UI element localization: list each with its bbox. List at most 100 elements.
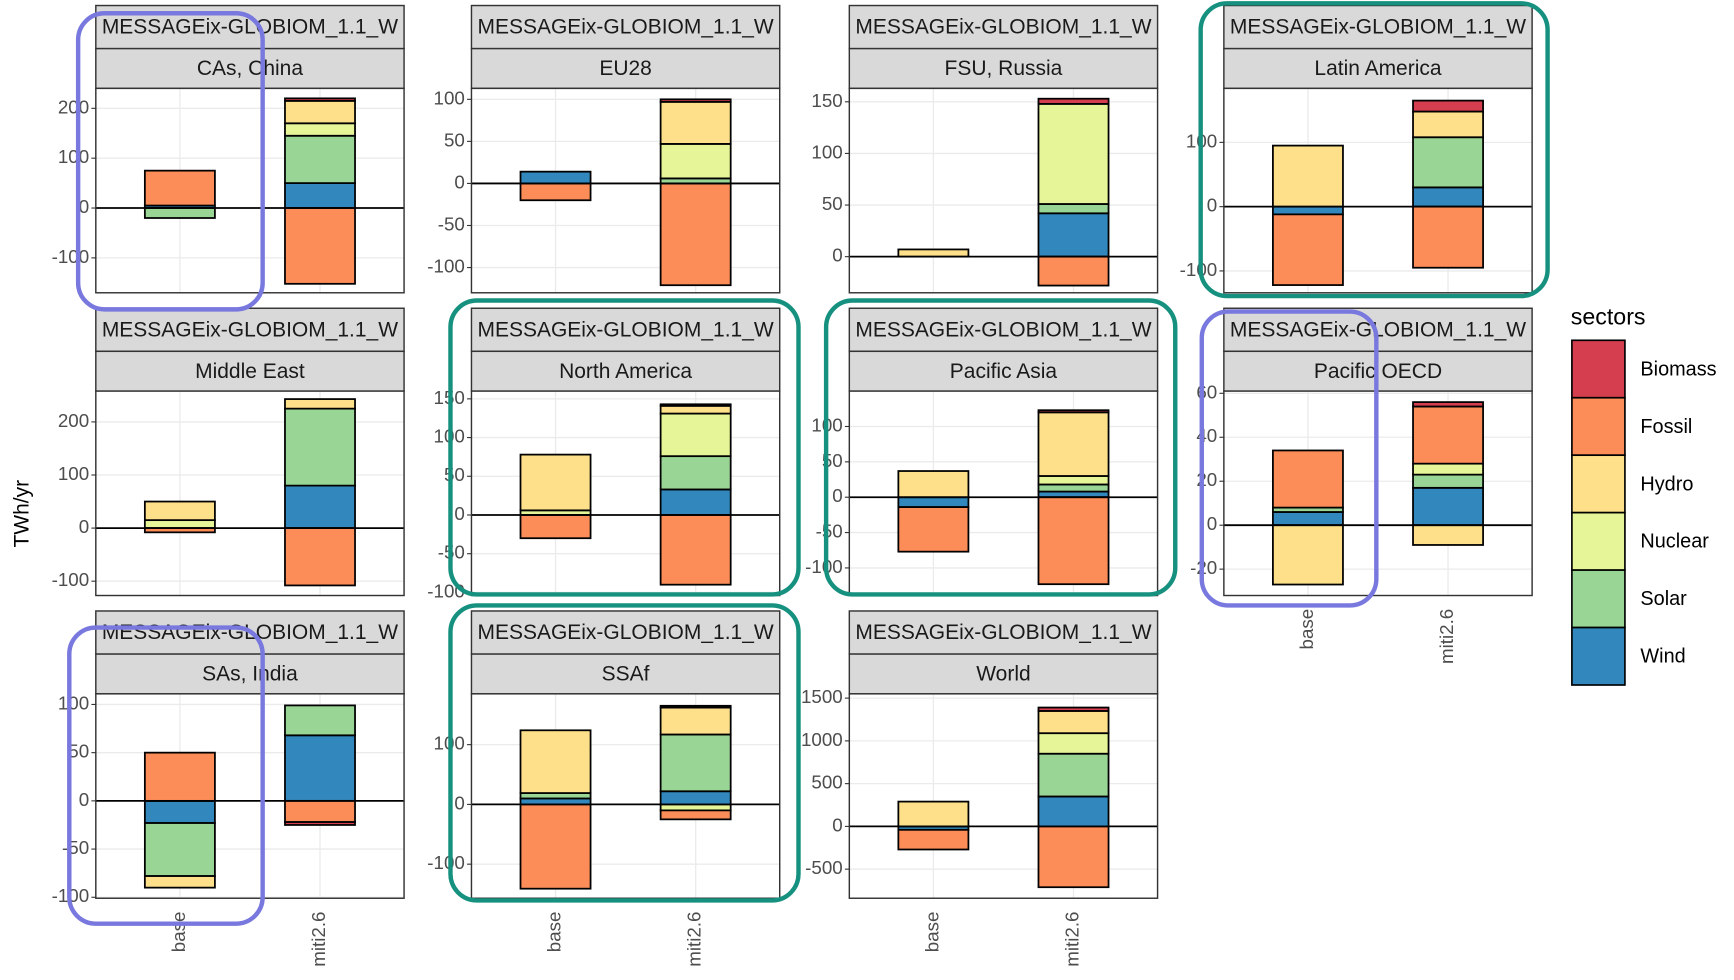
bar-segment [284, 99, 356, 125]
legend-label: Wind [1640, 646, 1685, 668]
bar-segment [1037, 475, 1110, 486]
bar-segment [659, 182, 732, 287]
strip-model [848, 4, 1159, 50]
panel-border [95, 87, 405, 294]
strip-model [848, 307, 1159, 353]
y-tick-label: 0 [832, 814, 842, 835]
bar-segment [659, 733, 732, 793]
facet-title: Middle East [195, 360, 305, 383]
facet: MESSAGEix-GLOBIOM_1.1_W World -500 0 500 1000… [801, 610, 1159, 967]
panel [471, 391, 780, 596]
legend-key [1571, 569, 1626, 629]
bar-segment [519, 803, 592, 890]
y-tick-label: 100 [58, 692, 89, 713]
x-tick-label: base [921, 911, 942, 952]
y-tick-label: 500 [811, 772, 842, 793]
bar-segment [1412, 205, 1484, 269]
strip-region [470, 653, 781, 695]
y-tick-label: -100 [427, 256, 465, 277]
bar-segment [1412, 462, 1484, 476]
bar-segment [1412, 524, 1484, 546]
bar-segment [284, 527, 356, 587]
strip-model-label: MESSAGEix-GLOBIOM_1.1_W [477, 16, 773, 39]
legend-label: Hydro [1640, 473, 1693, 495]
bar-segment [659, 403, 732, 407]
bar-segment [284, 207, 356, 285]
bar-segment [897, 496, 970, 508]
facet-title: World [976, 663, 1030, 686]
panel [849, 693, 1158, 899]
y-tick-label: 0 [832, 485, 842, 506]
facet: MESSAGEix-GLOBIOM_1.1_W FSU, Russia 0 50 100… [811, 4, 1159, 294]
y-tick-label: -50 [816, 521, 843, 542]
y-tick-label: 50 [822, 193, 843, 214]
y-tick-label: 100 [811, 141, 842, 162]
x-tick-label: miti2.6 [1436, 609, 1457, 664]
y-tick-label: 200 [58, 410, 89, 431]
y-tick-label: -50 [62, 837, 89, 858]
strip-model-label: MESSAGEix-GLOBIOM_1.1_W [102, 318, 398, 341]
bar-segment [1037, 825, 1110, 889]
bar-segment [284, 407, 356, 487]
panel [95, 88, 405, 293]
panel [1223, 88, 1533, 293]
strip-model-label: MESSAGEix-GLOBIOM_1.1_W [855, 621, 1151, 644]
facet-title: Pacific Asia [950, 360, 1058, 383]
y-tick-label: 1500 [801, 686, 843, 707]
y-tick-label: 0 [79, 516, 89, 537]
strip-model-label: MESSAGEix-GLOBIOM_1.1_W [477, 621, 773, 644]
bar-segment [284, 704, 356, 737]
panel-border [95, 390, 405, 597]
y-tick-label: -100 [427, 852, 465, 873]
bar-segment [284, 734, 356, 802]
y-tick-label: 60 [1196, 381, 1217, 402]
highlight-box [1199, 309, 1379, 608]
bar-segment [519, 453, 592, 512]
strip-region [470, 350, 781, 392]
bar-segment [659, 455, 732, 491]
facet-title: Latin America [1314, 57, 1441, 80]
bar-segment [897, 828, 970, 851]
strip-model [848, 610, 1159, 655]
bar-segment [143, 169, 216, 207]
facet-title: SSAf [602, 663, 650, 686]
facet: MESSAGEix-GLOBIOM_1.1_W CAs, China -100 0 10… [52, 4, 405, 294]
bar-segment [284, 484, 356, 529]
y-tick-label: 1000 [801, 729, 843, 750]
bar-segment [1272, 449, 1344, 509]
bar-segment [897, 800, 970, 828]
strip-model [470, 610, 781, 655]
y-tick-label: 150 [811, 90, 842, 111]
panel-border [1223, 87, 1533, 294]
y-tick-label: 0 [79, 196, 89, 217]
y-tick-label: -100 [52, 569, 90, 590]
bar-segment [519, 514, 592, 540]
legend-key [1571, 454, 1626, 514]
bar-segment [284, 182, 356, 209]
facet-title: SAs, India [202, 663, 298, 686]
bar-segment [284, 821, 356, 826]
legend-key [1571, 339, 1626, 399]
bar-segment [143, 799, 216, 824]
y-tick-label: -500 [805, 857, 843, 878]
strip-region [95, 47, 405, 90]
legend-label: Biomass [1640, 358, 1716, 380]
facets: MESSAGEix-GLOBIOM_1.1_W CAs, China -100 0 10… [52, 4, 1533, 967]
y-tick-label: 0 [454, 792, 464, 813]
bar-segment [659, 704, 732, 709]
bar-segment [1412, 473, 1484, 489]
bar-segment [897, 470, 970, 499]
y-tick-label: 0 [79, 789, 89, 810]
panel-border [848, 693, 1159, 899]
bar-segment [1412, 136, 1484, 189]
strip-region [848, 350, 1159, 392]
y-tick-label: 0 [454, 503, 464, 524]
highlight-box [448, 603, 801, 903]
bar-segment [659, 404, 732, 415]
bar-segment [1037, 710, 1110, 735]
x-tick-label: miti2.6 [1061, 911, 1082, 966]
bar-segment [659, 412, 732, 458]
bar-segment [284, 134, 356, 184]
bar-segment [1412, 99, 1484, 113]
